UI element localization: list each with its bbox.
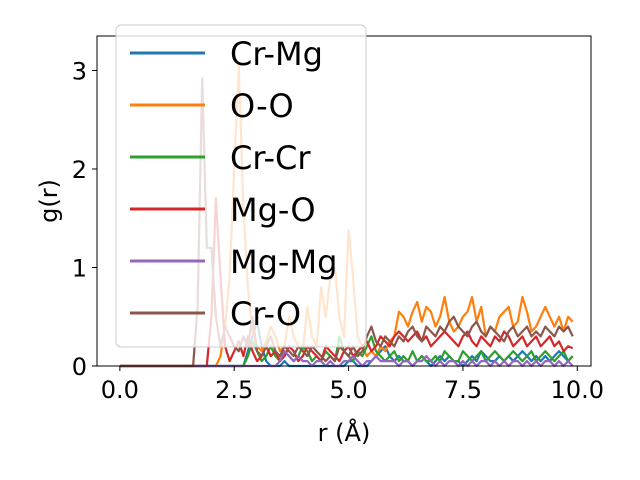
x-axis: 0.0 2.5 5.0 7.5 10.0 [101, 366, 604, 404]
y-tick-label: 1 [72, 254, 87, 282]
x-tick-label: 0.0 [101, 376, 139, 404]
legend-entry: O-O [230, 87, 294, 125]
legend-entry: Mg-O [230, 191, 316, 229]
legend-entry: Mg-Mg [230, 243, 337, 281]
y-axis: 0 1 2 3 [72, 57, 97, 381]
y-tick-label: 3 [72, 57, 87, 85]
x-tick-label: 5.0 [329, 376, 367, 404]
y-tick-label: 0 [72, 353, 87, 381]
x-axis-label: r (Å) [318, 418, 371, 447]
y-tick-label: 2 [72, 156, 87, 184]
legend-entry: Cr-O [230, 295, 301, 333]
legend-entry: Cr-Mg [230, 35, 323, 73]
x-tick-label: 2.5 [215, 376, 253, 404]
x-tick-label: 10.0 [551, 376, 604, 404]
legend: Cr-Mg O-O Cr-Cr Mg-O Mg-Mg Cr-O [115, 24, 367, 348]
x-tick-label: 7.5 [444, 376, 482, 404]
legend-entry: Cr-Cr [230, 139, 311, 177]
y-axis-label: g(r) [35, 179, 63, 223]
